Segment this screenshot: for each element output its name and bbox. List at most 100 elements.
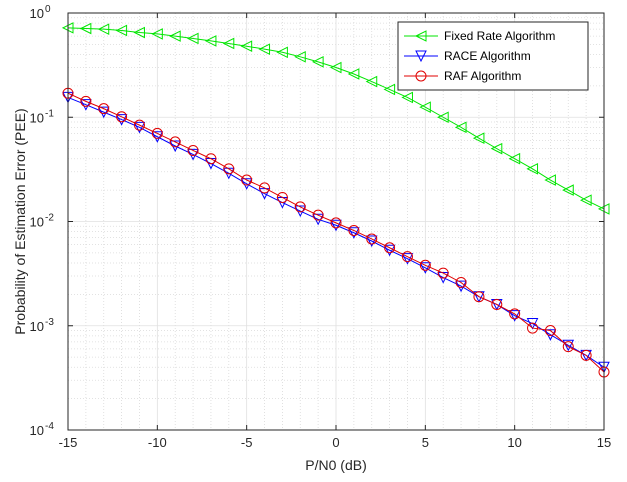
x-axis-label: P/N0 (dB) bbox=[305, 457, 366, 473]
data-point bbox=[259, 182, 271, 194]
data-point bbox=[348, 227, 360, 239]
data-point bbox=[97, 23, 110, 35]
data-point bbox=[186, 32, 199, 45]
data-point bbox=[151, 127, 163, 139]
y-tick-exponent: -4 bbox=[45, 421, 54, 432]
data-point bbox=[366, 233, 378, 245]
data-point bbox=[330, 219, 342, 232]
data-point bbox=[472, 132, 485, 144]
x-tick-label: -10 bbox=[148, 435, 167, 450]
data-point bbox=[509, 308, 521, 320]
data-point bbox=[258, 188, 271, 200]
data-point bbox=[419, 101, 431, 113]
data-point bbox=[365, 75, 378, 88]
y-tick-label: 10 bbox=[30, 6, 44, 21]
legend-marker bbox=[414, 30, 427, 42]
legend-label: RACE Algorithm bbox=[444, 49, 531, 63]
data-point bbox=[80, 99, 92, 111]
data-point bbox=[294, 50, 306, 63]
data-point bbox=[204, 35, 217, 47]
data-point bbox=[562, 341, 574, 353]
data-point bbox=[544, 174, 556, 186]
y-axis-label: Probability of Estimation Error (PEE) bbox=[12, 108, 28, 334]
data-point bbox=[490, 142, 503, 155]
data-point bbox=[437, 111, 449, 124]
y-tick-exponent: -1 bbox=[45, 108, 54, 119]
data-point bbox=[169, 30, 181, 42]
data-point bbox=[347, 68, 360, 80]
data-point bbox=[419, 259, 431, 271]
legend-marker bbox=[415, 50, 427, 63]
data-point bbox=[455, 280, 467, 293]
y-tick-exponent: -2 bbox=[45, 213, 54, 224]
data-point bbox=[115, 114, 128, 126]
data-point bbox=[562, 184, 574, 196]
data-point bbox=[437, 267, 449, 279]
data-point bbox=[133, 121, 146, 134]
series-line bbox=[67, 27, 605, 210]
data-point bbox=[98, 103, 110, 115]
data-point bbox=[241, 174, 253, 186]
data-point bbox=[133, 26, 145, 39]
x-tick-label: 5 bbox=[422, 435, 429, 450]
data-point bbox=[151, 131, 164, 143]
x-tick-label: 15 bbox=[597, 435, 611, 450]
x-tick-label: -5 bbox=[241, 435, 253, 450]
data-point bbox=[526, 163, 539, 175]
data-point bbox=[133, 119, 145, 131]
data-point bbox=[455, 276, 467, 288]
series-line bbox=[67, 92, 605, 373]
data-point bbox=[384, 242, 396, 254]
series-line bbox=[67, 96, 605, 368]
y-tick-label: 10 bbox=[30, 110, 44, 125]
data-point bbox=[401, 253, 414, 265]
data-point bbox=[348, 224, 360, 236]
data-point bbox=[294, 201, 306, 213]
legend-label: RAF Algorithm bbox=[444, 69, 521, 83]
data-point bbox=[580, 194, 592, 207]
series-layer bbox=[61, 22, 610, 378]
y-tick-label: 10 bbox=[30, 319, 44, 334]
y-tick-exponent: 0 bbox=[45, 4, 51, 15]
data-point bbox=[80, 95, 92, 107]
legend-marker bbox=[415, 70, 427, 82]
data-point bbox=[116, 111, 128, 123]
data-point bbox=[383, 83, 396, 96]
data-point bbox=[473, 291, 485, 303]
data-point bbox=[276, 46, 288, 59]
data-point bbox=[544, 325, 556, 337]
data-point bbox=[383, 244, 396, 257]
data-point bbox=[258, 43, 271, 55]
data-point bbox=[329, 61, 342, 74]
series-circle bbox=[62, 87, 610, 378]
data-point bbox=[491, 298, 503, 310]
data-point bbox=[401, 251, 413, 263]
data-point bbox=[223, 163, 235, 175]
data-point bbox=[527, 322, 539, 334]
data-point bbox=[401, 91, 413, 104]
data-point bbox=[330, 217, 342, 229]
legend: Fixed Rate Algorithm RACE Algorithm RAF Al… bbox=[397, 21, 589, 91]
data-point bbox=[187, 144, 199, 156]
data-point bbox=[169, 136, 181, 148]
data-point bbox=[151, 28, 163, 40]
y-tick-label: 10 bbox=[30, 215, 44, 230]
y-tick-label: 10 bbox=[30, 423, 44, 438]
data-point bbox=[419, 262, 432, 274]
data-point bbox=[240, 40, 253, 53]
series-triangle-left bbox=[61, 22, 610, 215]
data-point bbox=[222, 37, 235, 50]
data-point bbox=[115, 24, 128, 37]
data-point bbox=[79, 22, 92, 35]
data-point bbox=[365, 235, 378, 248]
data-point bbox=[454, 121, 467, 134]
x-tick-label: -15 bbox=[59, 435, 78, 450]
data-point bbox=[508, 152, 521, 165]
x-tick-label: 0 bbox=[332, 435, 339, 450]
data-point bbox=[562, 339, 575, 352]
data-point bbox=[97, 106, 110, 119]
data-point bbox=[205, 153, 217, 165]
y-tick-exponent: -3 bbox=[45, 317, 54, 328]
